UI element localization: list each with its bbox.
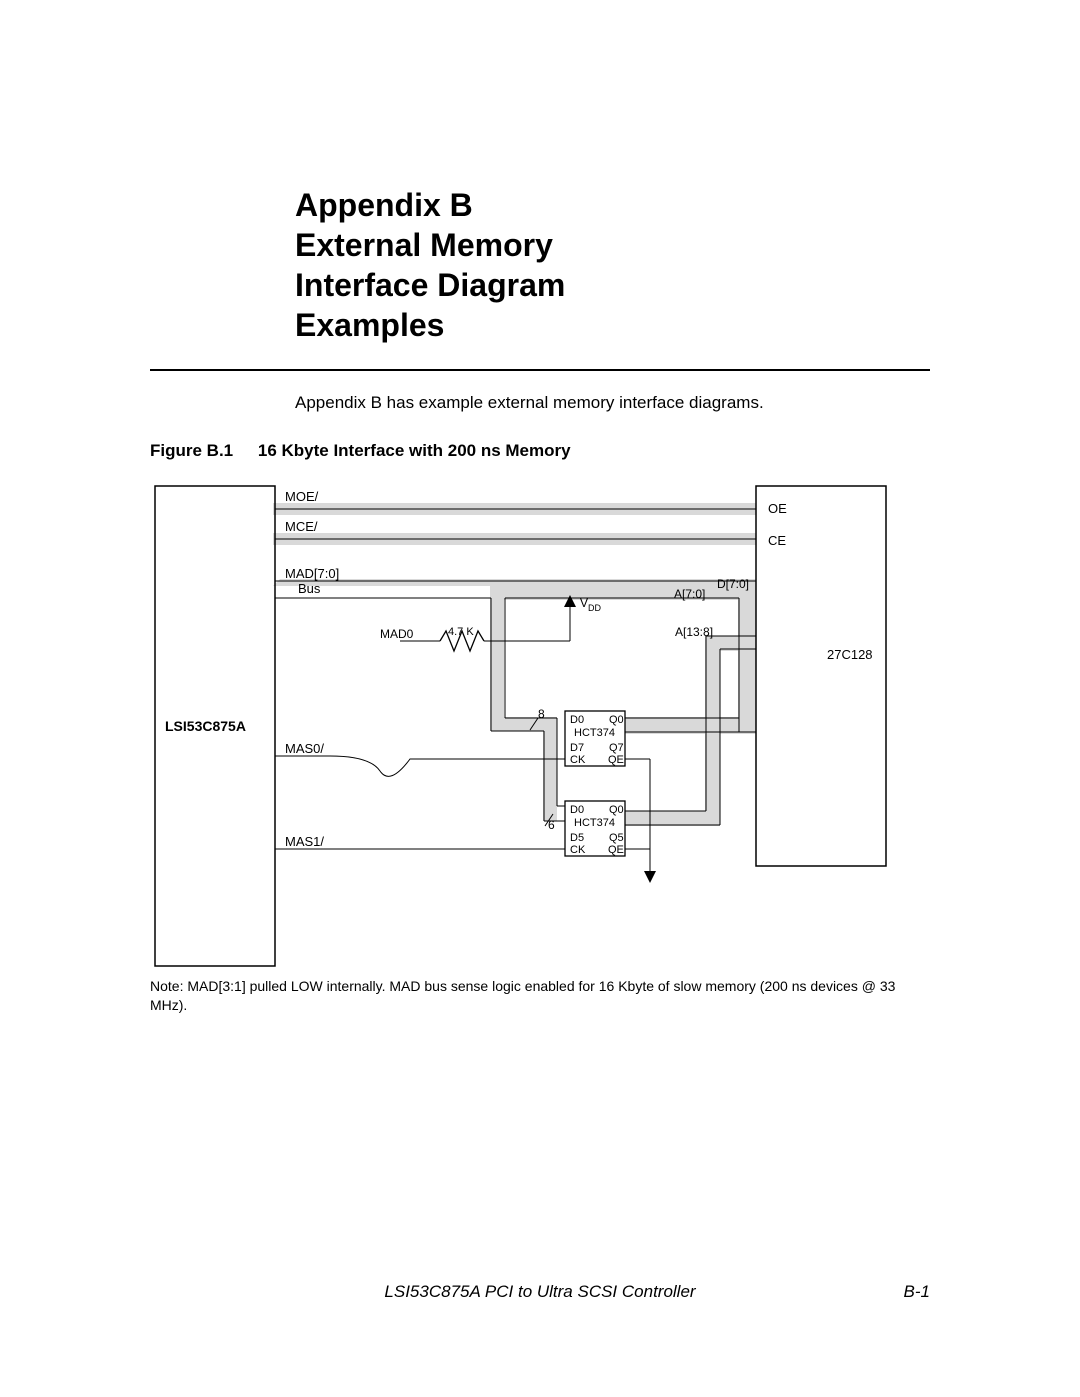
mad0-label: MAD0 <box>380 627 414 641</box>
title-line-3: Interface Diagram <box>295 267 565 303</box>
latch1-qe: QE <box>608 754 624 766</box>
latch1-name: HCT374 <box>574 727 615 739</box>
ce-label: CE <box>768 533 786 548</box>
latch1-q7: Q7 <box>609 742 624 754</box>
mas0-line <box>275 756 565 776</box>
slash8-label: 8 <box>538 707 545 721</box>
mas0-label: MAS0/ <box>285 741 324 756</box>
latch2-qe: QE <box>608 844 624 856</box>
slash6-label: 6 <box>548 818 555 832</box>
latch1-d0: D0 <box>570 714 584 726</box>
figure-title: 16 Kbyte Interface with 200 ns Memory <box>258 441 571 460</box>
title-rule <box>150 369 930 371</box>
diagram-svg: LSI53C875A 27C128 MOE/ OE MCE/ CE MAD[7:… <box>150 481 930 971</box>
mad-shade-left <box>273 579 756 821</box>
figure-note: Note: MAD[3:1] pulled LOW internally. MA… <box>150 977 930 1015</box>
a138-label: A[13:8] <box>675 625 713 639</box>
bus-label: Bus <box>298 581 321 596</box>
intro-text: Appendix B has example external memory i… <box>295 393 930 413</box>
latch2-d0: D0 <box>570 804 584 816</box>
latch2-q5: Q5 <box>609 832 624 844</box>
right-chip-label: 27C128 <box>827 647 873 662</box>
latch1-out-shade <box>625 717 755 734</box>
mad-bus-label: MAD[7:0] <box>285 566 339 581</box>
a70-vert-shade <box>738 600 756 734</box>
diagram: LSI53C875A 27C128 MOE/ OE MCE/ CE MAD[7:… <box>150 481 930 971</box>
latch2-ck: CK <box>570 844 586 856</box>
page-number: B-1 <box>904 1282 930 1302</box>
title-line-1: Appendix B <box>295 187 473 223</box>
latch1-q0: Q0 <box>609 714 624 726</box>
left-chip-label: LSI53C875A <box>165 718 246 734</box>
latch2-name: HCT374 <box>574 817 615 829</box>
mce-label: MCE/ <box>285 519 318 534</box>
latch1-ck: CK <box>570 754 586 766</box>
d70-label: D[7:0] <box>717 577 749 591</box>
figure-number: Figure B.1 <box>150 441 233 460</box>
latch2-d5: D5 <box>570 832 584 844</box>
appendix-title: Appendix B External Memory Interface Dia… <box>295 185 930 345</box>
oe-label: OE <box>768 501 787 516</box>
r47k-label: 4.7 K <box>448 626 474 638</box>
figure-caption: Figure B.1 16 Kbyte Interface with 200 n… <box>150 441 930 461</box>
latch1-d7: D7 <box>570 742 584 754</box>
moe-label: MOE/ <box>285 489 319 504</box>
a70-label: A[7:0] <box>674 587 705 601</box>
latch2-q0: Q0 <box>609 804 624 816</box>
gnd-arrow <box>644 871 656 883</box>
mas1-label: MAS1/ <box>285 834 324 849</box>
title-line-2: External Memory <box>295 227 553 263</box>
title-line-4: Examples <box>295 307 444 343</box>
